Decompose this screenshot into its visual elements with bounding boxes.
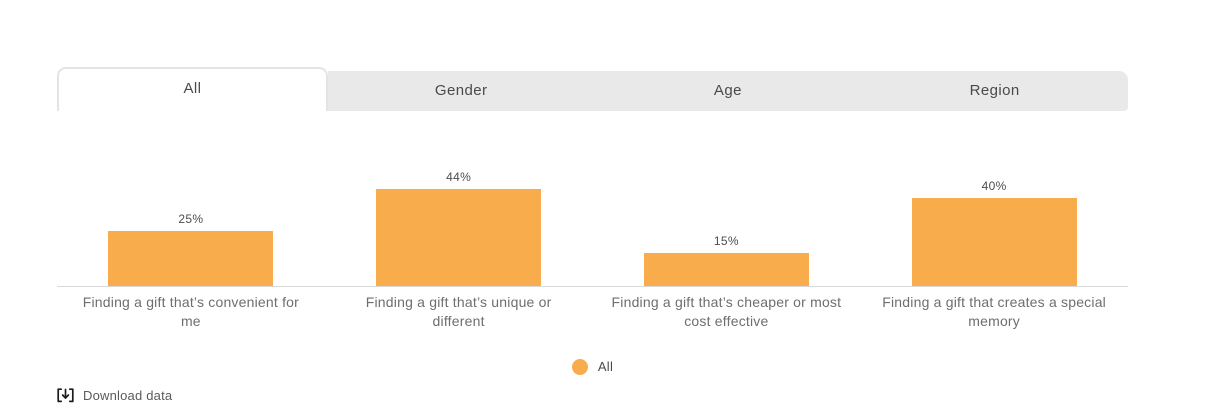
tab-bar: All Gender Age Region <box>57 67 1128 111</box>
bar <box>643 253 809 286</box>
category-label: Finding a gift that creates a special me… <box>882 294 1106 329</box>
category-label: Finding a gift that’s cheaper or most co… <box>611 294 842 329</box>
bar <box>911 198 1077 286</box>
download-data-button[interactable]: Download data <box>57 388 172 403</box>
chart-legend: All <box>57 358 1128 375</box>
tab-all[interactable]: All <box>57 67 328 111</box>
tab-gender[interactable]: Gender <box>327 71 595 111</box>
chart-panel: All Gender Age Region 25% 44% 15% 40% Finding … <box>57 67 1128 375</box>
category-label: Finding a gift that’s convenient for me <box>82 294 300 329</box>
category-axis: Finding a gift that’s convenient for me F… <box>57 287 1128 331</box>
download-icon <box>57 388 74 403</box>
bar-value-label: 25% <box>178 212 204 226</box>
legend-swatch-icon <box>571 358 588 375</box>
bar-value-label: 15% <box>713 234 739 248</box>
bar-group: 15% <box>593 234 861 286</box>
bar <box>376 189 542 286</box>
tab-age[interactable]: Age <box>594 71 862 111</box>
category-label: Finding a gift that’s unique or differen… <box>365 294 552 329</box>
bar-value-label: 40% <box>981 179 1007 193</box>
bar-group: 25% <box>57 212 325 286</box>
tab-region[interactable]: Region <box>861 71 1128 111</box>
legend-label: All <box>597 359 614 375</box>
bar-chart-plot: 25% 44% 15% 40% <box>57 111 1128 287</box>
bar-group: 44% <box>325 170 593 286</box>
bar-group: 40% <box>860 179 1128 286</box>
download-label: Download data <box>83 388 173 403</box>
legend-item[interactable]: All <box>571 358 614 375</box>
bar-value-label: 44% <box>446 170 472 185</box>
bar <box>108 231 274 286</box>
